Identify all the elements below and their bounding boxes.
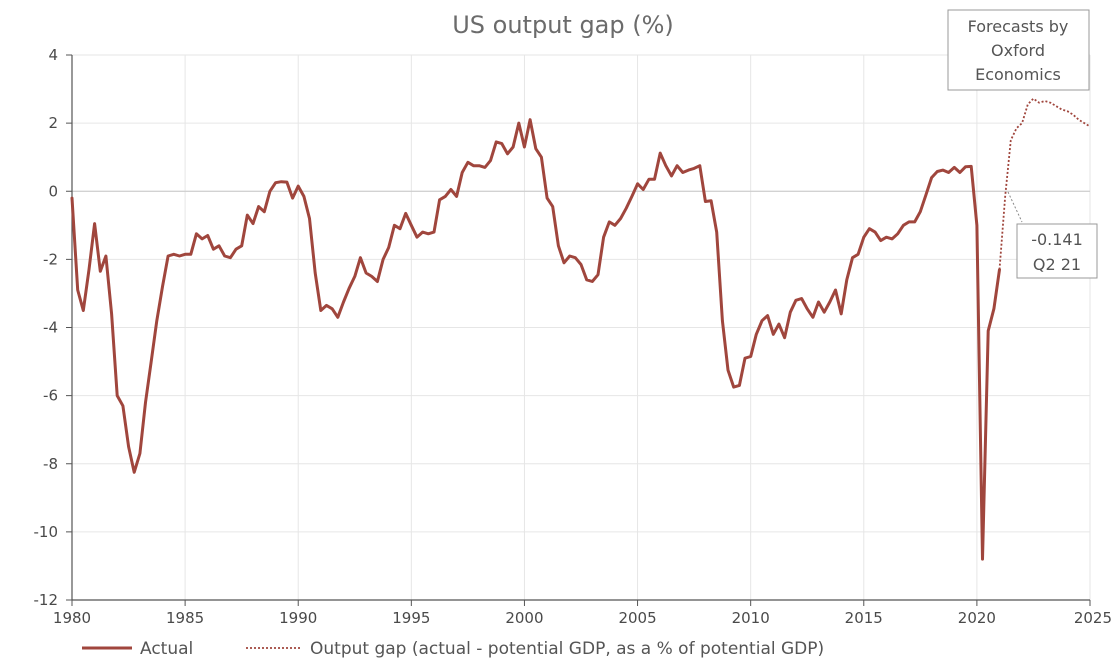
x-tick-label: 1980	[53, 609, 91, 627]
y-tick-label: -10	[34, 523, 59, 541]
x-tick-label: 2005	[618, 609, 656, 627]
y-axis: 4 2 0 -2 -4 -6 -8 -10 -12	[34, 46, 73, 609]
chart-title: US output gap (%)	[452, 11, 674, 39]
y-tick-label: 2	[48, 114, 58, 132]
forecast-box	[947, 9, 1090, 91]
x-tick-label: 2010	[732, 609, 770, 627]
x-tick-label: 2000	[505, 609, 543, 627]
y-tick-label: -12	[34, 591, 59, 609]
x-axis: 1980 1985 1990 1995 2000 2005 2010 2015 2020 2025	[53, 599, 1112, 627]
forecast-line-1: Forecasts by	[968, 17, 1069, 36]
series-line-actual	[70, 118, 1001, 561]
y-tick-label: -8	[43, 455, 58, 473]
y-tick-label: 4	[48, 46, 58, 64]
forecast-annotation: Forecasts by Oxford Economics	[947, 9, 1090, 91]
y-tick-label: -2	[43, 250, 58, 268]
x-tick-label: 1990	[279, 609, 317, 627]
y-tick-label: -6	[43, 387, 58, 405]
legend-label-actual: Actual	[140, 639, 193, 659]
forecast-line-3: Economics	[975, 65, 1061, 84]
x-tick-label: 2025	[1074, 609, 1112, 627]
point-value: -0.141	[1031, 230, 1083, 249]
point-annotation: -0.141 Q2 21	[1007, 191, 1098, 279]
grid	[71, 54, 1091, 601]
y-tick-label: -4	[43, 319, 58, 337]
x-tick-label: 1985	[166, 609, 204, 627]
legend: Actual Output gap (actual - potential GD…	[82, 639, 824, 659]
series-line-output-gap-forecast	[998, 97, 1091, 270]
legend-label-output-gap: Output gap (actual - potential GDP, as a…	[310, 639, 824, 659]
point-label-box	[1016, 223, 1098, 279]
y-tick-label: 0	[48, 182, 58, 200]
x-tick-label: 1995	[392, 609, 430, 627]
forecast-line-2: Oxford	[991, 41, 1045, 60]
point-leader-line	[1007, 191, 1023, 223]
point-period: Q2 21	[1033, 255, 1081, 274]
x-tick-label: 2015	[845, 609, 883, 627]
series-layer	[70, 97, 1091, 561]
x-tick-label: 2020	[958, 609, 996, 627]
